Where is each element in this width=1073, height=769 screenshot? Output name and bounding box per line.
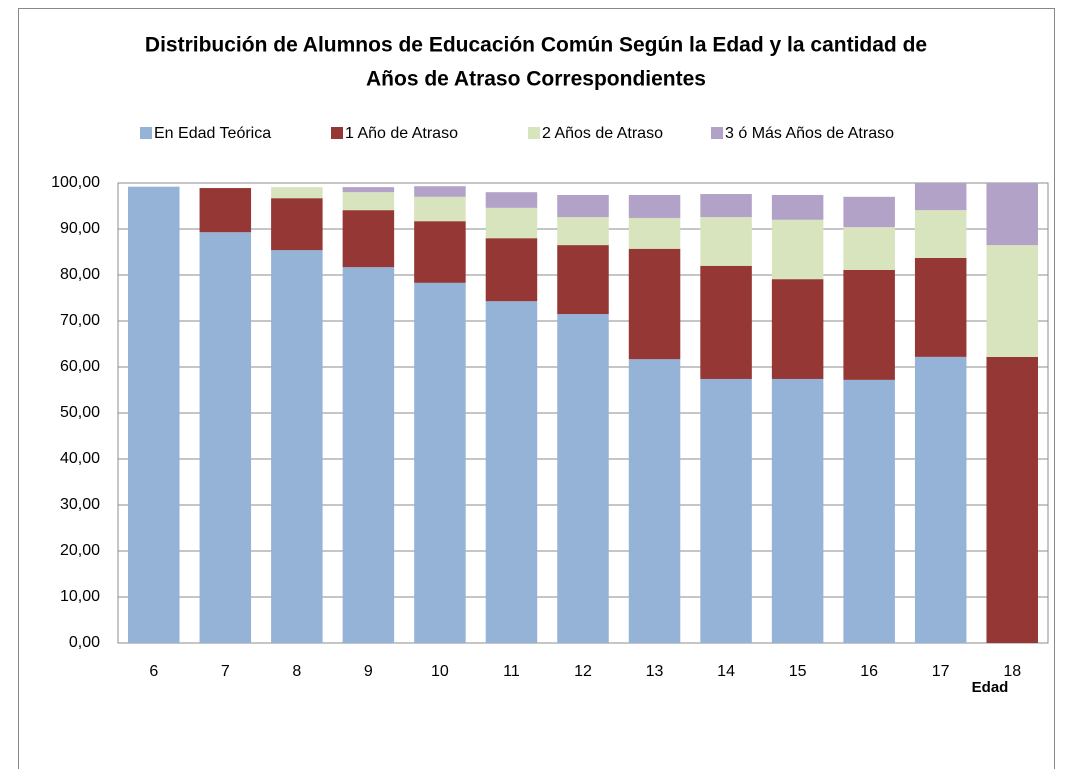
y-tick-label: 50,00 bbox=[60, 404, 100, 421]
y-tick-label: 90,00 bbox=[60, 220, 100, 237]
bar-segment bbox=[557, 314, 609, 643]
bar-segment bbox=[843, 379, 895, 643]
y-tick-label: 20,00 bbox=[60, 542, 100, 559]
bar-segment bbox=[986, 245, 1038, 357]
x-tick-label: 17 bbox=[932, 663, 950, 680]
x-tick-label: 13 bbox=[646, 663, 664, 680]
bar-segment bbox=[771, 279, 824, 379]
x-tick-label: 6 bbox=[149, 663, 158, 680]
bar-segment bbox=[342, 192, 395, 211]
legend-swatch bbox=[528, 127, 540, 139]
bar-segment bbox=[771, 378, 824, 643]
bar-segment bbox=[628, 217, 681, 249]
bar-segment bbox=[700, 265, 752, 379]
bar-segment bbox=[414, 221, 466, 283]
bar-segment bbox=[771, 219, 824, 280]
bar-segment bbox=[986, 356, 1038, 643]
bar-segment bbox=[700, 217, 752, 266]
x-tick-label: 15 bbox=[789, 663, 807, 680]
legend-swatch bbox=[331, 127, 343, 139]
bar-segment bbox=[414, 282, 466, 643]
bar-segment bbox=[199, 188, 252, 233]
chart-title: Años de Atraso Correspondientes bbox=[366, 68, 706, 91]
y-tick-label: 40,00 bbox=[60, 450, 100, 467]
x-tick-label: 8 bbox=[292, 663, 301, 680]
bar-segment bbox=[628, 248, 681, 360]
bar-segment bbox=[485, 192, 538, 208]
bar-segment bbox=[342, 187, 395, 193]
x-tick-label: 7 bbox=[221, 663, 230, 680]
bar-segment bbox=[414, 196, 466, 222]
x-axis-label: Edad bbox=[972, 679, 1009, 696]
bar-segment bbox=[414, 186, 466, 197]
y-tick-label: 70,00 bbox=[60, 312, 100, 329]
y-tick-label: 80,00 bbox=[60, 266, 100, 283]
x-tick-label: 14 bbox=[717, 663, 735, 680]
bar-segment bbox=[485, 207, 538, 239]
bar-segment bbox=[843, 269, 895, 380]
chart-title: Distribución de Alumnos de Educación Com… bbox=[145, 34, 927, 57]
x-tick-label: 12 bbox=[574, 663, 592, 680]
x-tick-label: 18 bbox=[1003, 663, 1021, 680]
legend-label: 2 Años de Atraso bbox=[542, 125, 663, 142]
y-tick-label: 0,00 bbox=[69, 634, 100, 651]
bar-segment bbox=[128, 186, 180, 643]
bar-segment bbox=[271, 250, 323, 643]
bar-segment bbox=[843, 227, 895, 270]
bar-segment bbox=[843, 196, 895, 228]
legend-label: En Edad Teórica bbox=[154, 125, 271, 142]
y-tick-label: 100,00 bbox=[51, 174, 100, 191]
bar-segment bbox=[914, 257, 967, 357]
bar-segment bbox=[485, 238, 538, 302]
bar-segment bbox=[700, 378, 752, 643]
bar-segment bbox=[342, 267, 395, 643]
y-tick-label: 60,00 bbox=[60, 358, 100, 375]
x-tick-label: 16 bbox=[860, 663, 878, 680]
x-tick-label: 11 bbox=[503, 663, 520, 680]
y-tick-label: 30,00 bbox=[60, 496, 100, 513]
bar-segment bbox=[628, 359, 681, 643]
bar-segment bbox=[771, 194, 824, 220]
bar-segment bbox=[557, 245, 609, 315]
legend-swatch bbox=[711, 127, 723, 139]
legend-label: 1 Año de Atraso bbox=[345, 125, 458, 142]
bar-segment bbox=[628, 194, 681, 218]
bar-segment bbox=[342, 210, 395, 268]
bar-segment bbox=[271, 198, 323, 251]
legend-swatch bbox=[140, 127, 152, 139]
bar-segment bbox=[986, 183, 1038, 246]
bar-segment bbox=[271, 187, 323, 199]
bar-segment bbox=[700, 194, 752, 218]
x-tick-label: 9 bbox=[364, 663, 373, 680]
bar-segment bbox=[914, 210, 967, 258]
bar-segment bbox=[914, 356, 967, 643]
y-tick-label: 10,00 bbox=[60, 588, 100, 605]
legend-label: 3 ó Más Años de Atraso bbox=[725, 125, 894, 142]
bar-segment bbox=[557, 217, 609, 246]
bar-segment bbox=[485, 301, 538, 643]
x-tick-label: 10 bbox=[431, 663, 449, 680]
bar-segment bbox=[199, 232, 252, 643]
bar-segment bbox=[914, 183, 967, 211]
bar-segment bbox=[557, 194, 609, 218]
